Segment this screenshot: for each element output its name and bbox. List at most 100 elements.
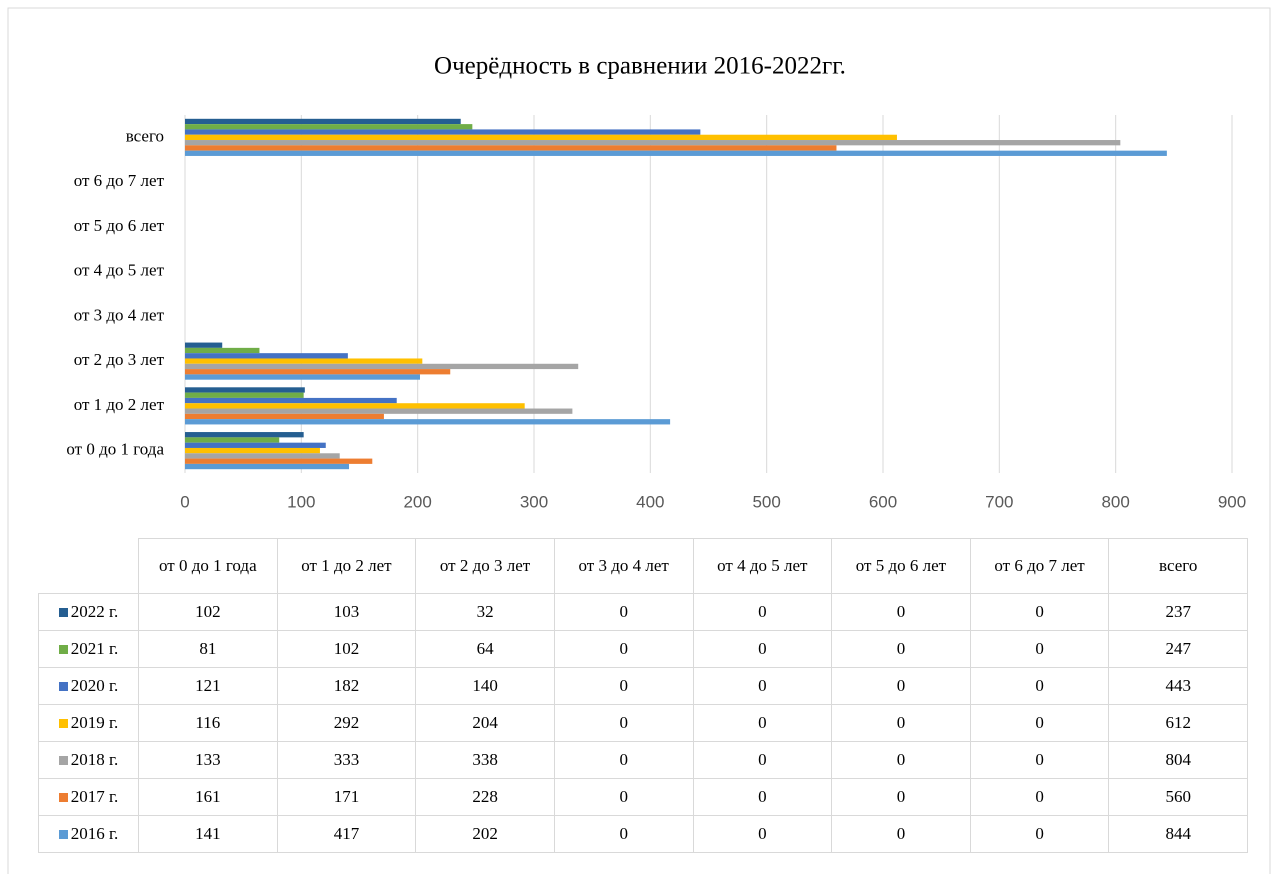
bar	[185, 432, 304, 438]
table-cell: 247	[1108, 630, 1248, 668]
table-cell: 0	[692, 778, 833, 816]
table-cell: 182	[276, 667, 417, 705]
bar	[185, 358, 423, 364]
table-cell: 0	[553, 630, 694, 668]
table-cell: 0	[831, 778, 971, 816]
x-tick-label: 200	[403, 492, 431, 511]
table-cell: 0	[831, 741, 971, 779]
bar	[185, 442, 326, 448]
bar	[185, 134, 897, 141]
table-header-row: от 0 до 1 года от 1 до 2 лет от 2 до 3 лет…	[38, 538, 1248, 594]
table-cell: 338	[415, 741, 555, 779]
bar	[185, 463, 350, 470]
x-tick-label: 300	[520, 492, 548, 511]
table-cell: 0	[692, 667, 833, 705]
column-header: от 4 до 5 лет	[692, 538, 833, 594]
table-cell: 417	[276, 815, 417, 853]
table-cell: 844	[1108, 815, 1248, 853]
legend-entry: 2019 г.	[38, 704, 139, 742]
table-cell: 0	[831, 704, 971, 742]
bar	[185, 347, 260, 354]
table-cell: 0	[831, 630, 971, 668]
table-row: 2016 г. 141 417 202 0 0 0 0 844	[38, 815, 1248, 853]
table-row: 2019 г. 116 292 204 0 0 0 0 612	[38, 704, 1248, 742]
column-header: от 2 до 3 лет	[415, 538, 555, 594]
table-cell: 0	[692, 593, 833, 631]
x-tick-label: 700	[985, 492, 1013, 511]
legend-key	[58, 645, 68, 654]
bar	[185, 458, 373, 464]
y-tick-label: от 5 до 6 лет	[74, 216, 165, 235]
bar	[185, 140, 1121, 146]
bar	[185, 397, 397, 404]
y-tick-label: от 6 до 7 лет	[74, 171, 165, 190]
table-cell: 102	[138, 593, 278, 631]
table-cell: 0	[692, 741, 833, 779]
table-corner	[38, 538, 139, 594]
table-cell: 141	[138, 815, 278, 853]
bar	[185, 392, 304, 398]
bar	[185, 403, 525, 409]
table-cell: 0	[553, 778, 694, 816]
table-cell: 0	[553, 593, 694, 631]
table-cell: 0	[831, 667, 971, 705]
bar	[185, 353, 348, 359]
x-tick-label: 0	[180, 492, 189, 511]
x-tick-label: 100	[287, 492, 315, 511]
table-cell: 228	[415, 778, 555, 816]
column-header: всего	[1108, 538, 1248, 594]
bar	[185, 363, 579, 370]
table-row: 2022 г. 102 103 32 0 0 0 0 237	[38, 593, 1248, 631]
bar	[185, 419, 671, 425]
table-cell: 0	[553, 741, 694, 779]
legend-label: 2017 г.	[70, 787, 119, 806]
legend-entry: 2020 г.	[38, 667, 139, 705]
table-cell: 0	[831, 815, 971, 853]
bar	[185, 387, 305, 393]
chart-title: Очерёдность в сравнении 2016-2022гг.	[434, 53, 846, 80]
legend-label: 2021 г.	[70, 639, 119, 658]
table-cell: 237	[1108, 593, 1248, 631]
legend-label: 2019 г.	[70, 713, 119, 732]
table-cell: 0	[553, 815, 694, 853]
legend-label: 2022 г.	[70, 602, 119, 621]
legend-key	[58, 830, 68, 839]
y-tick-label: всего	[126, 126, 164, 145]
table-cell: 64	[415, 630, 555, 668]
x-tick-label: 600	[869, 492, 897, 511]
x-tick-label: 500	[752, 492, 780, 511]
column-header: от 5 до 6 лет	[831, 538, 971, 594]
table-row: 2018 г. 133 333 338 0 0 0 0 804	[38, 741, 1248, 779]
table-cell: 202	[415, 815, 555, 853]
table-cell: 292	[276, 704, 417, 742]
legend-entry: 2016 г.	[38, 815, 139, 853]
table-row: 2020 г. 121 182 140 0 0 0 0 443	[38, 667, 1248, 705]
y-tick-label: от 1 до 2 лет	[74, 395, 165, 414]
legend-key	[58, 793, 68, 802]
bar	[185, 374, 420, 380]
chart-border	[7, 7, 1271, 874]
x-tick-label: 900	[1218, 492, 1246, 511]
table-cell: 0	[553, 667, 694, 705]
table-cell: 171	[276, 778, 417, 816]
table-cell: 333	[276, 741, 417, 779]
bar	[185, 118, 461, 125]
column-header: от 0 до 1 года	[138, 538, 278, 594]
bar	[185, 369, 451, 375]
legend-key	[58, 756, 68, 765]
bar	[185, 453, 340, 459]
table-row: 2017 г. 161 171 228 0 0 0 0 560	[38, 778, 1248, 816]
legend-label: 2016 г.	[70, 824, 119, 843]
data-table: от 0 до 1 года от 1 до 2 лет от 2 до 3 лет…	[38, 538, 1248, 853]
legend-entry: 2018 г.	[38, 741, 139, 779]
bar	[185, 150, 1167, 156]
table-cell: 0	[553, 704, 694, 742]
y-tick-label: от 4 до 5 лет	[74, 261, 165, 280]
table-row: 2021 г. 81 102 64 0 0 0 0 247	[38, 630, 1248, 668]
table-cell: 161	[138, 778, 278, 816]
x-tick-label: 400	[636, 492, 664, 511]
column-header: от 3 до 4 лет	[553, 538, 694, 594]
table-cell: 0	[969, 815, 1110, 853]
legend-entry: 2021 г.	[38, 630, 139, 668]
